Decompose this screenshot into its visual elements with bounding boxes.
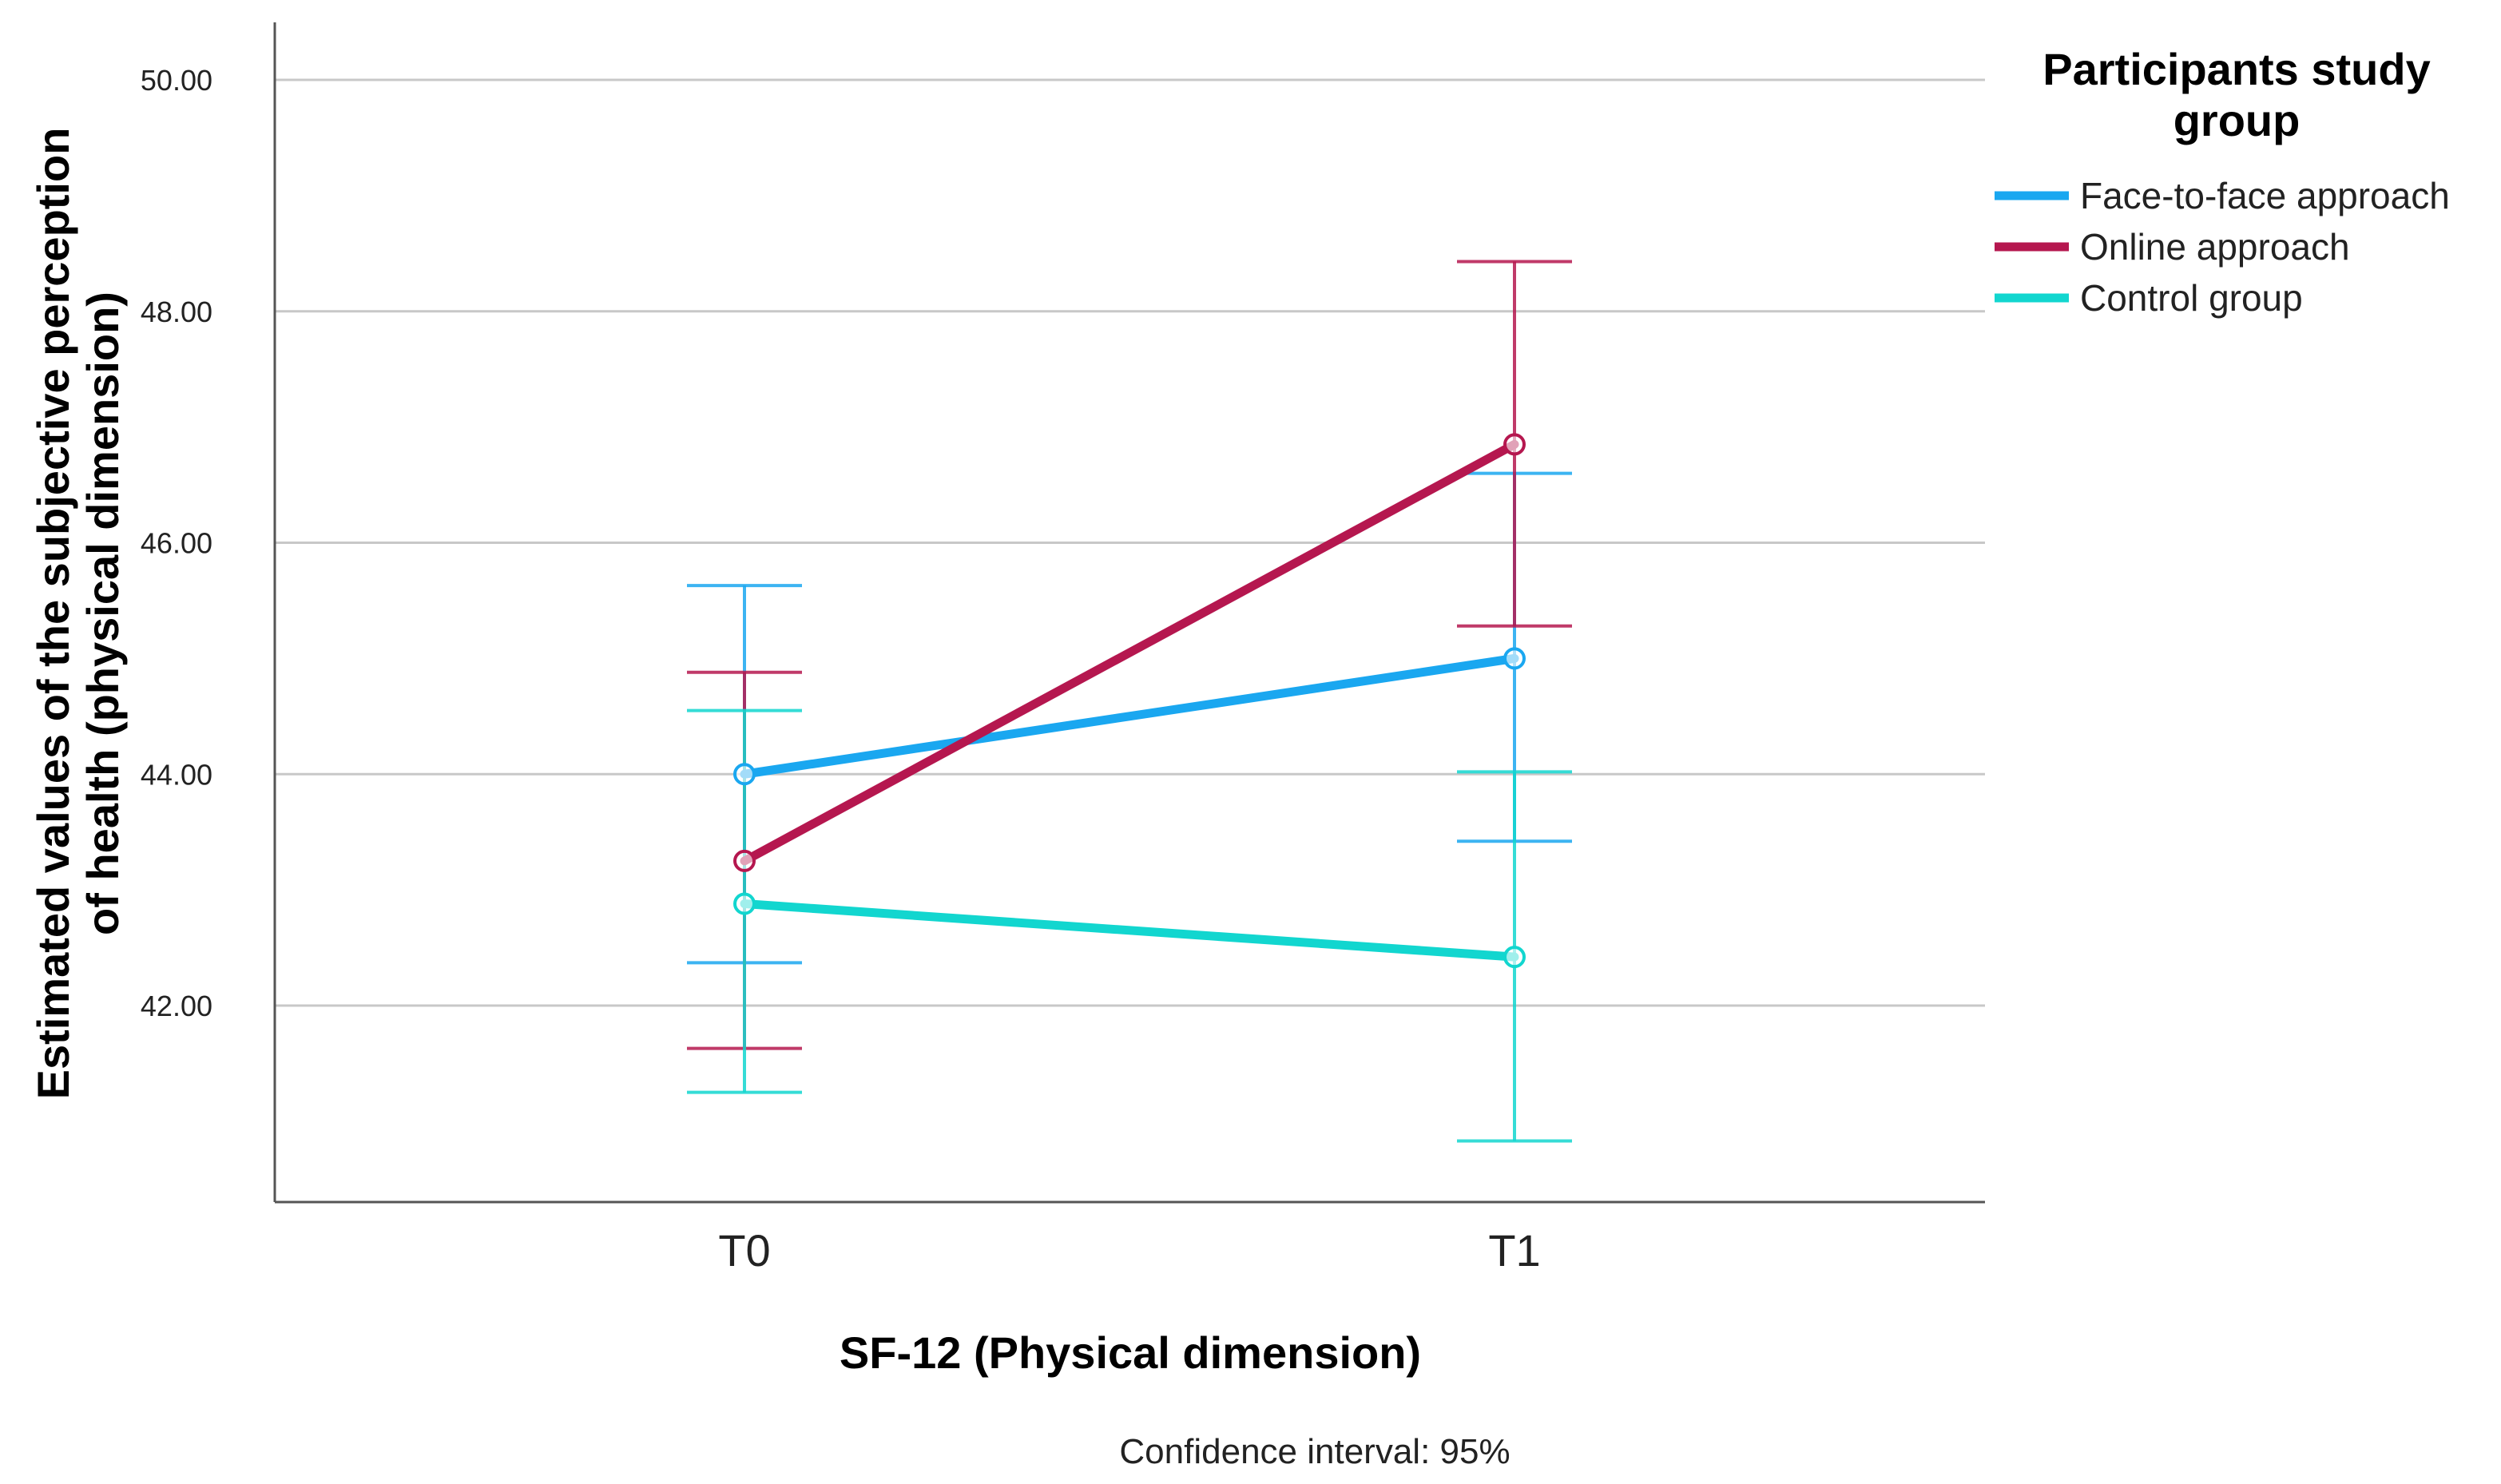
y-tick-labels: 42.00 44.00 46.00 48.00 50.00 [141, 64, 212, 1022]
point-control-group-t1 [1503, 946, 1526, 969]
series-line-online-approach [740, 439, 1519, 866]
axes [273, 22, 1985, 1204]
point-online-approach-t0 [733, 849, 756, 872]
gridlines [275, 78, 1985, 1007]
y-tick-label: 46.00 [141, 527, 212, 560]
y-axis-title-text: Estimated values of the subjective perce… [28, 128, 128, 1100]
y-tick-label: 50.00 [141, 64, 212, 97]
y-axis-title-line: Estimated values of the subjective perce… [28, 128, 78, 1100]
x-tick-label-t0: T0 [718, 1225, 770, 1276]
y-tick-label: 48.00 [141, 296, 212, 328]
series-line-control-group [740, 899, 1519, 962]
y-axis-title: Estimated values of the subjective perce… [28, 128, 128, 1100]
point-face-to-face-approach-t1 [1503, 647, 1526, 670]
legend-label-control-group: Control group [2080, 277, 2303, 319]
data-points [733, 433, 1526, 969]
y-axis-title-line: of health (physical dimension) [77, 292, 128, 935]
x-tick-label-t1: T1 [1488, 1225, 1540, 1276]
legend-label-face-to-face-approach: Face-to-face approach [2080, 175, 2450, 216]
x-axis-title: SF-12 (Physical dimension) [840, 1327, 1421, 1378]
confidence-interval-note: Confidence interval: 95% [1119, 1432, 1510, 1471]
point-control-group-t0 [733, 892, 756, 915]
point-face-to-face-approach-t0 [733, 763, 756, 786]
legend-label-online-approach: Online approach [2080, 226, 2350, 268]
series-lines [740, 439, 1519, 962]
legend-title-line: group [2173, 95, 2301, 145]
legend-title-line: Participants study [2042, 44, 2430, 94]
y-tick-label: 42.00 [141, 990, 212, 1022]
legend: Participants study group Face-to-face appr… [1995, 44, 2450, 319]
y-tick-label: 44.00 [141, 758, 212, 791]
series-line-face-to-face-approach [740, 653, 1519, 779]
point-online-approach-t1 [1503, 433, 1526, 456]
error-bars [687, 260, 1572, 1143]
legend-title: Participants study group [2042, 44, 2430, 145]
x-tick-labels: T0 T1 [718, 1225, 1540, 1276]
